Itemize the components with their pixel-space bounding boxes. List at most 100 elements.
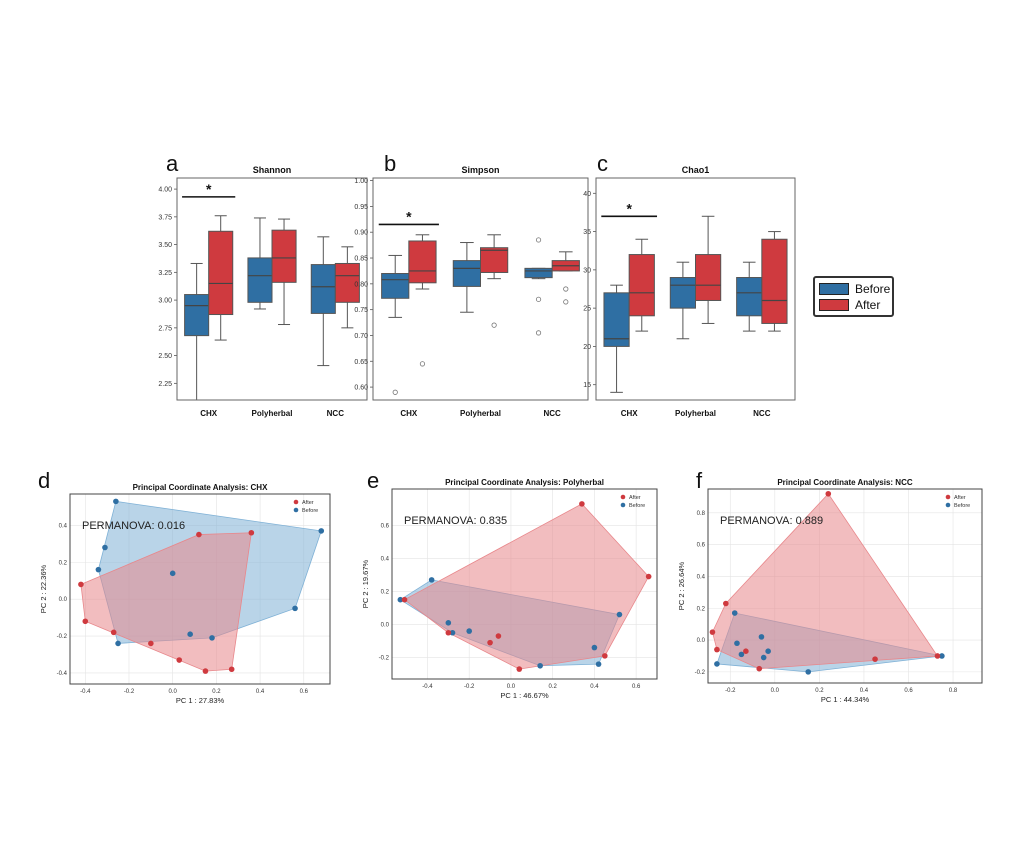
y-tick-label: 40 — [583, 191, 591, 198]
box-before — [310, 264, 336, 314]
point-before — [115, 640, 121, 647]
panel-letter: d — [38, 468, 50, 493]
hull-after — [403, 503, 650, 670]
x-tick-label: Polyherbal — [460, 409, 501, 418]
y-axis-label: PC 2 : 19.67% — [361, 559, 370, 608]
x-tick-label: NCC — [327, 409, 345, 418]
point-after — [202, 668, 209, 674]
permanova-annotation: PERMANOVA: 0.016 — [82, 520, 185, 532]
point-before — [95, 566, 102, 573]
x-tick-label: 0.6 — [904, 688, 913, 694]
point-before — [714, 661, 720, 667]
legend-entry-before: Before — [819, 282, 890, 296]
point-after — [228, 666, 235, 673]
legend-label-after: After — [302, 500, 314, 506]
point-after — [825, 490, 832, 497]
point-after — [872, 656, 878, 662]
panel-letter: a — [166, 151, 179, 176]
point-after — [723, 600, 729, 607]
y-tick-label: 0.2 — [381, 589, 390, 595]
panel-b: b Simpson 0.60 0.65 0.70 0.75 0.80 0.85 0.90 0.95… — [354, 151, 589, 418]
y-axis-label: PC 2 : 26.64% — [677, 561, 686, 610]
box-after — [271, 229, 297, 283]
y-tick-label: 4.00 — [158, 187, 172, 194]
point-before — [102, 544, 108, 551]
point-before — [445, 620, 452, 626]
y-tick-label: 30 — [583, 267, 591, 274]
box-before — [669, 277, 697, 309]
point-after — [148, 640, 154, 647]
legend-label-before: Before — [302, 508, 318, 514]
box-before — [452, 260, 481, 287]
point-before — [397, 596, 404, 603]
y-tick-label: 1.00 — [354, 178, 368, 185]
x-axis-label: PC 1 : 46.67% — [500, 691, 549, 700]
panel-title: Principal Coordinate Analysis: NCC — [777, 478, 913, 487]
outlier-point — [535, 330, 542, 336]
y-tick-label: 3.75 — [158, 214, 172, 221]
x-tick-label: 0.8 — [949, 688, 958, 694]
legend-label-before: Before — [954, 503, 970, 509]
x-tick-label: CHX — [400, 409, 418, 418]
y-tick-label: 15 — [583, 382, 591, 389]
point-before — [537, 662, 543, 669]
legend-label-before: Before — [855, 282, 891, 296]
box-after — [628, 254, 655, 317]
panel-letter: f — [696, 468, 703, 493]
plot-frame — [707, 488, 983, 684]
box-after — [408, 240, 437, 284]
panel-title: Principal Coordinate Analysis: Polyherba… — [445, 478, 604, 487]
y-tick-label: 0.6 — [381, 523, 390, 529]
y-tick-label: -0.2 — [379, 656, 390, 662]
point-before — [616, 611, 623, 618]
point-before — [169, 570, 176, 577]
y-tick-label: 3.25 — [158, 270, 172, 277]
point-before — [113, 498, 119, 505]
x-tick-label: 0.4 — [860, 688, 869, 694]
point-before — [187, 631, 193, 637]
x-tick-label: 0.6 — [300, 689, 309, 695]
panel-a: a Shannon 2.25 2.50 2.75 3.00 3.25 3.50 3.75 4.00… — [158, 151, 368, 418]
box-after — [334, 262, 360, 303]
y-tick-label: 0.4 — [59, 523, 68, 529]
legend-marker-after — [945, 494, 951, 500]
panel-f: f Principal Coordinate Analysis: NCC -0.2 0… — [677, 468, 983, 704]
x-tick-label: 0.0 — [169, 689, 178, 695]
outlier-point — [563, 286, 569, 292]
point-before — [760, 654, 767, 661]
box-after — [695, 254, 722, 301]
x-axis-label: PC 1 : 27.83% — [176, 696, 225, 705]
box-plot-legend: Before After — [813, 276, 894, 317]
point-before — [595, 661, 602, 667]
y-tick-label: 0.4 — [697, 574, 706, 580]
point-after — [176, 657, 183, 663]
point-before — [765, 648, 771, 654]
y-tick-label: 2.75 — [158, 325, 172, 332]
y-tick-label: 0.6 — [697, 543, 706, 549]
panel-letter: b — [384, 151, 396, 176]
point-after — [248, 529, 255, 536]
legend-marker-before — [945, 502, 951, 508]
y-tick-label: 0.2 — [59, 560, 68, 566]
box-before — [524, 267, 553, 279]
x-tick-label: 0.2 — [815, 688, 824, 694]
point-after — [934, 653, 941, 659]
legend-marker-after — [620, 494, 626, 500]
legend-marker-after — [293, 499, 299, 505]
point-after — [709, 629, 716, 635]
point-before — [591, 644, 598, 651]
point-before — [318, 528, 325, 534]
x-tick-label: CHX — [621, 409, 639, 418]
y-tick-label: 0.0 — [381, 622, 390, 628]
x-tick-label: CHX — [200, 409, 218, 418]
y-tick-label: 3.00 — [158, 298, 172, 305]
outlier-point — [419, 361, 426, 367]
box-before — [603, 292, 630, 347]
x-tick-label: -0.2 — [124, 689, 135, 695]
x-tick-label: 0.2 — [548, 684, 557, 690]
y-tick-label: 0.95 — [354, 204, 368, 211]
y-axis-label: PC 2 : 22.36% — [39, 564, 48, 613]
x-tick-label: Polyherbal — [675, 409, 716, 418]
panel-letter: e — [367, 468, 379, 493]
y-tick-label: 0.90 — [354, 230, 368, 237]
